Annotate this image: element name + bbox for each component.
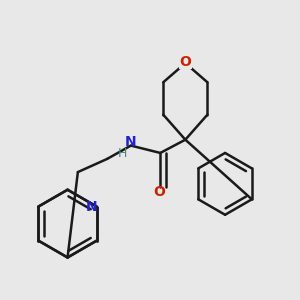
Text: N: N — [86, 200, 98, 214]
Text: O: O — [179, 55, 191, 69]
Text: N: N — [125, 135, 137, 149]
Text: O: O — [153, 185, 165, 199]
Text: H: H — [117, 147, 127, 160]
